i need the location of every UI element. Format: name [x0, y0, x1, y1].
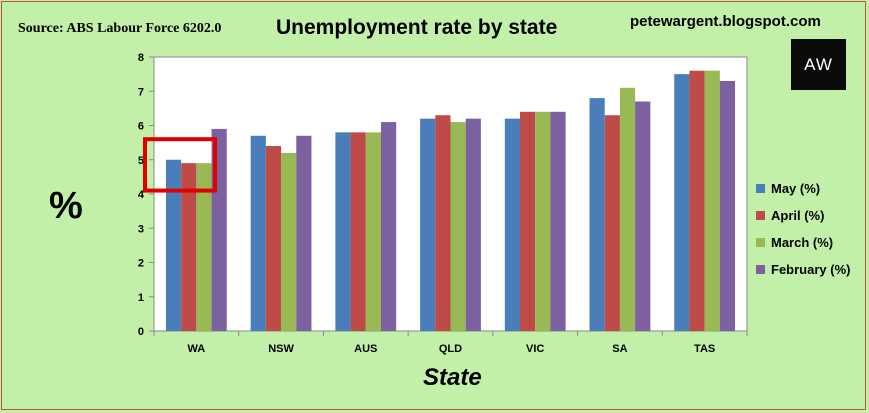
bar-aus-march — [365, 132, 381, 331]
y-tick-label: 6 — [138, 121, 144, 133]
logo: AW — [791, 39, 846, 90]
bar-qld-march — [450, 122, 466, 331]
bar-vic-may — [504, 118, 521, 332]
legend-swatch — [756, 184, 765, 193]
bar-aus-april — [350, 132, 366, 331]
bar-tas-april — [689, 70, 705, 331]
bar-vic-march — [535, 111, 551, 331]
blog-url: petewargent.blogspot.com — [630, 13, 821, 30]
bar-vic-april — [520, 111, 536, 331]
legend-swatch — [756, 211, 765, 220]
highlight-box — [143, 137, 217, 193]
legend-label: February (%) — [771, 262, 851, 277]
bar-qld-february — [465, 118, 481, 332]
legend-swatch — [756, 238, 765, 247]
bar-sa-march — [619, 87, 636, 331]
bar-sa-april — [604, 115, 620, 331]
y-tick-label: 4 — [138, 189, 145, 201]
bar-tas-may — [674, 74, 690, 331]
x-tick-label-sa: SA — [612, 343, 627, 355]
bar-qld-may — [420, 118, 436, 332]
bar-wa-march — [196, 163, 212, 331]
x-axis-label: State — [423, 364, 482, 391]
bar-nsw-february — [296, 135, 312, 331]
bar-tas-february — [719, 80, 736, 331]
y-tick-label: 0 — [138, 326, 144, 338]
y-tick-label: 8 — [138, 52, 144, 64]
legend-label: April (%) — [771, 208, 825, 223]
x-tick-label-aus: AUS — [354, 343, 377, 355]
y-tick-label: 2 — [138, 258, 144, 270]
y-tick-label: 3 — [138, 223, 144, 235]
y-axis-label: % — [49, 185, 83, 227]
y-tick-label: 7 — [138, 86, 144, 98]
legend-item: April (%) — [756, 202, 850, 229]
x-tick-label-qld: QLD — [439, 343, 462, 355]
bar-wa-april — [181, 163, 197, 331]
bar-nsw-march — [281, 152, 297, 331]
legend-item: March (%) — [756, 229, 850, 256]
bar-qld-april — [435, 115, 451, 331]
x-tick-label-nsw: NSW — [268, 343, 294, 355]
bar-aus-february — [380, 122, 397, 331]
y-tick-label: 5 — [138, 155, 144, 167]
bar-nsw-may — [250, 135, 266, 331]
bar-aus-may — [335, 132, 351, 331]
chart-title: Unemployment rate by state — [276, 16, 558, 39]
bar-sa-may — [589, 98, 605, 331]
legend-item: May (%) — [756, 175, 850, 202]
bar-tas-march — [704, 70, 720, 331]
x-tick-label-wa: WA — [187, 343, 205, 355]
x-tick-label-vic: VIC — [526, 343, 544, 355]
legend-label: March (%) — [771, 235, 834, 250]
bar-sa-february — [635, 101, 651, 332]
legend: May (%) April (%) March (%) February (%) — [756, 175, 850, 283]
legend-label: May (%) — [771, 181, 821, 196]
source-note: Source: ABS Labour Force 6202.0 — [18, 21, 222, 36]
bar-wa-may — [165, 159, 182, 331]
legend-swatch — [756, 265, 765, 274]
legend-item: February (%) — [756, 256, 850, 283]
y-tick-label: 1 — [138, 292, 144, 304]
bar-nsw-april — [265, 146, 282, 331]
bar-vic-february — [550, 111, 566, 331]
x-tick-label-tas: TAS — [694, 343, 715, 355]
